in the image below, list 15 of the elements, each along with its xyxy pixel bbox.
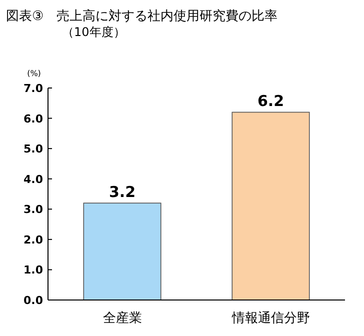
y-tick-label: 5.0: [24, 142, 44, 156]
y-tick-label: 1.0: [24, 264, 44, 277]
data-label: 6.2: [257, 92, 284, 110]
data-label: 3.2: [108, 183, 136, 202]
chart-title: 図表③ 売上高に対する社内使用研究費の比率: [6, 8, 278, 24]
y-tick-label: 2.0: [24, 233, 44, 246]
x-tick-label: 情報通信分野: [230, 311, 310, 326]
y-axis-title: (%): [27, 69, 41, 78]
y-tick-label: 3.0: [24, 203, 44, 216]
x-tick-label: 全産業: [102, 310, 142, 326]
y-tick-label: 4.0: [24, 172, 44, 186]
chart-subtitle: （10年度）: [62, 25, 126, 39]
y-tick-label: 6.0: [24, 112, 44, 126]
y-tick-label: 0.0: [24, 294, 44, 307]
y-tick-label: 7.0: [24, 82, 44, 95]
